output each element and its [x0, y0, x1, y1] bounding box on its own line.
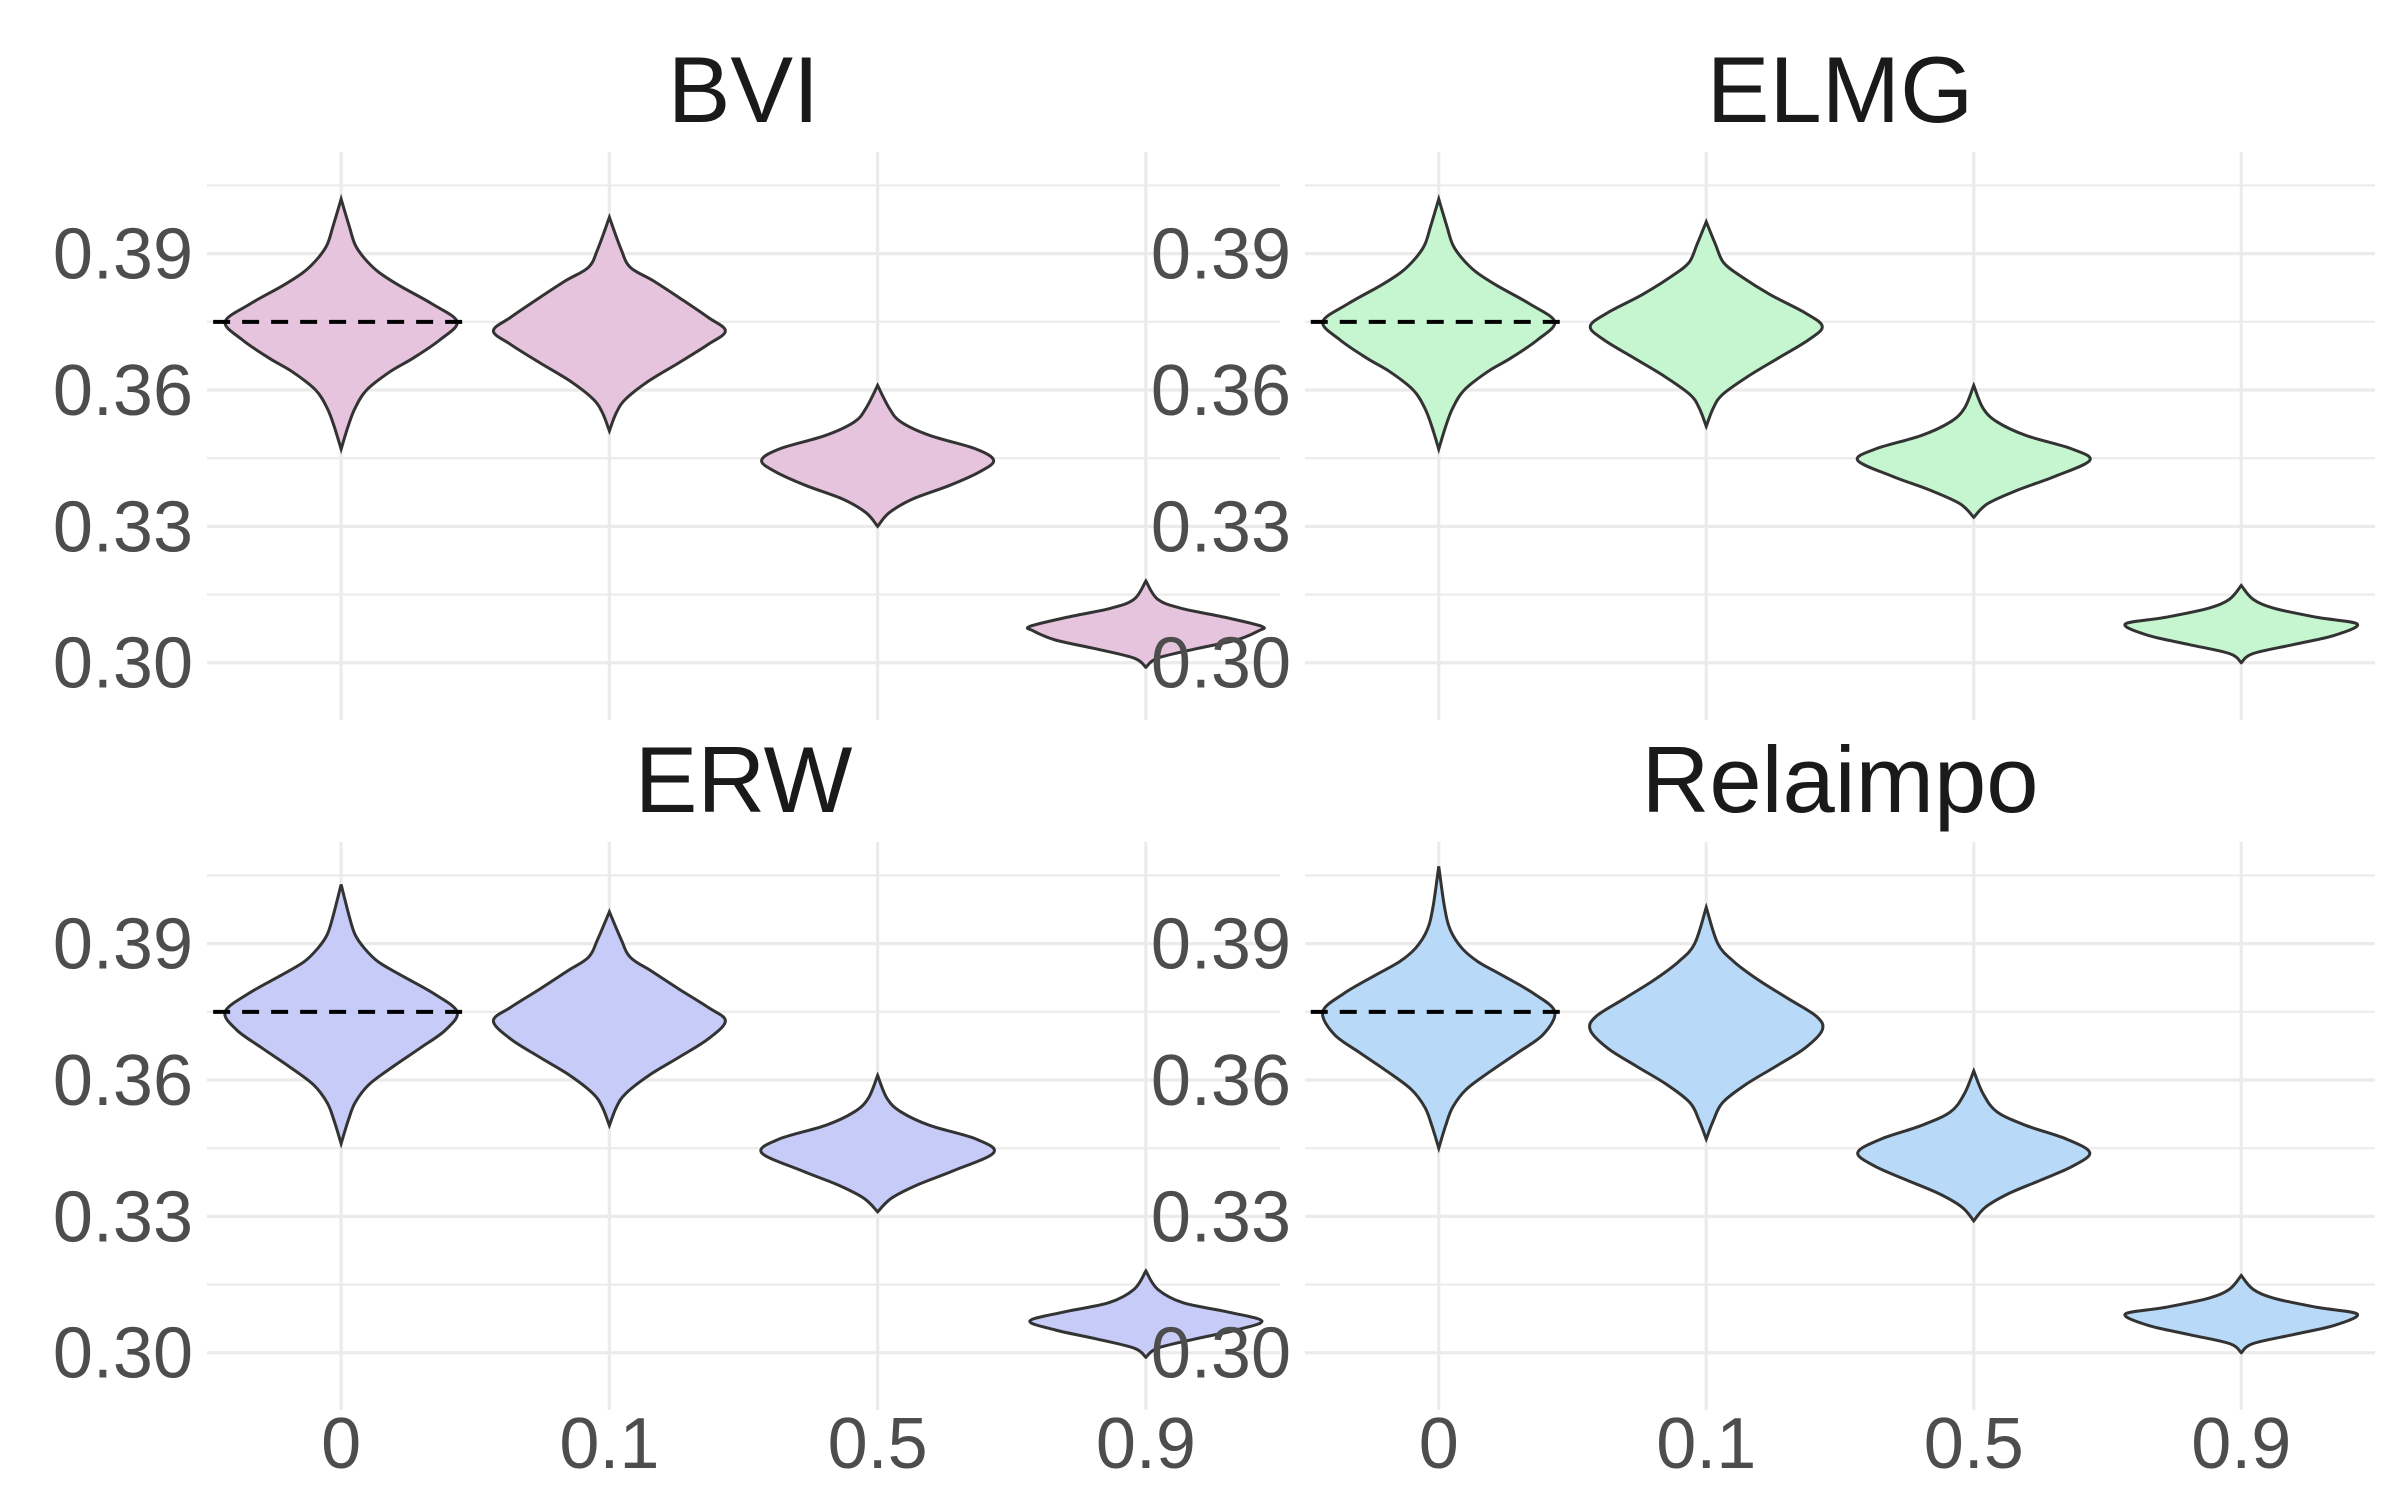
y-tick-label: 0.33	[1151, 1177, 1291, 1257]
violin-erw-0.5	[759, 1071, 996, 1214]
violin-relaimpo-0	[1321, 866, 1557, 1154]
x-tick-label: 0	[1419, 1404, 1459, 1484]
panel-title: ERW	[635, 727, 853, 832]
y-tick-label: 0.30	[1151, 624, 1291, 704]
violin-bvi-0.5	[760, 382, 996, 529]
x-tick-label: 0.1	[559, 1404, 659, 1484]
panel-erw: 0.30 0.33 0.36 0.39 ERW 0 0.1 0.5 0.9	[53, 727, 1280, 1484]
y-tick-label: 0.36	[53, 1041, 193, 1121]
x-tick-label: 0.5	[1924, 1404, 2024, 1484]
violin-elmg-0.5	[1855, 381, 2092, 520]
violin-elmg-0	[1321, 193, 1557, 455]
y-tick-label: 0.39	[1151, 215, 1291, 295]
y-tick-label: 0.39	[53, 905, 193, 985]
x-tick-label: 0.5	[828, 1404, 928, 1484]
violin-bvi-0	[223, 193, 459, 455]
violin-erw-0.1	[491, 907, 727, 1130]
y-tick-label: 0.33	[53, 1177, 193, 1257]
y-tick-label: 0.39	[1151, 905, 1291, 985]
x-tick-label: 0.9	[1096, 1404, 1196, 1484]
y-tick-label: 0.33	[1151, 487, 1291, 567]
y-tick-label: 0.36	[1151, 351, 1291, 431]
violin-erw-0.9	[1028, 1268, 1264, 1360]
panel-bvi: 0.30 0.33 0.36 0.39 BVI	[53, 37, 1280, 720]
y-tick-label: 0.36	[1151, 1041, 1291, 1121]
y-tick-label: 0.30	[1151, 1314, 1291, 1394]
y-tick-label: 0.36	[53, 351, 193, 431]
violin-relaimpo-0.1	[1588, 902, 1825, 1144]
violin-bvi-0.1	[491, 212, 727, 436]
violin-relaimpo-0.5	[1856, 1066, 2092, 1224]
panel-relaimpo: 0.30 0.33 0.36 0.39 Relaimpo 0 0.1 0.5 0.9	[1151, 727, 2375, 1484]
panel-title: ELMG	[1707, 37, 1973, 142]
y-tick-label: 0.30	[53, 624, 193, 704]
y-tick-label: 0.39	[53, 215, 193, 295]
violin-elmg-0.9	[2123, 583, 2360, 665]
y-tick-label: 0.33	[53, 487, 193, 567]
violin-elmg-0.1	[1588, 217, 1824, 431]
violin-relaimpo-0.9	[2123, 1273, 2360, 1355]
violin-erw-0	[223, 884, 459, 1149]
x-tick-label: 0	[321, 1404, 361, 1484]
panel-title: BVI	[668, 37, 820, 142]
x-tick-label: 0.1	[1656, 1404, 1756, 1484]
panel-elmg: 0.30 0.33 0.36 0.39 ELMG	[1151, 37, 2375, 720]
y-tick-label: 0.30	[53, 1314, 193, 1394]
x-tick-label: 0.9	[2191, 1404, 2291, 1484]
panel-title: Relaimpo	[1641, 727, 2038, 832]
violin-bvi-0.9	[1025, 578, 1266, 670]
